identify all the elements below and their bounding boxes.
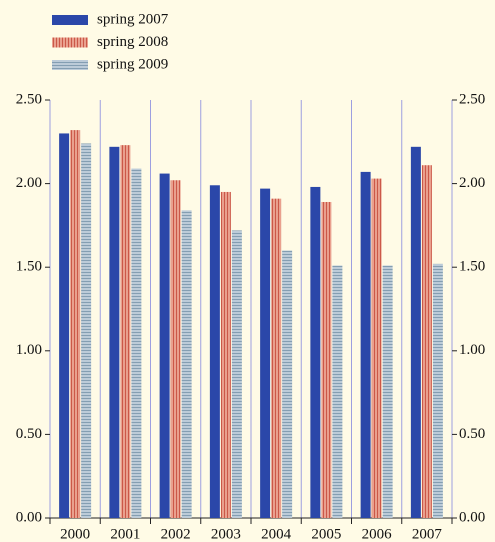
- x-tick-label: 2002: [161, 526, 191, 542]
- x-tick-label: 2007: [412, 526, 443, 542]
- bar: [410, 146, 421, 519]
- bar: [421, 165, 432, 518]
- bar: [321, 201, 332, 518]
- y-tick-label: 2.00: [16, 175, 42, 191]
- bar: [282, 250, 293, 519]
- bar: [432, 263, 443, 518]
- bar: [382, 265, 393, 518]
- y2-tick-label: 2.00: [459, 175, 485, 191]
- bar: [181, 210, 192, 519]
- bar: [220, 191, 231, 518]
- y-tick-label: 0.50: [16, 426, 42, 442]
- bar: [81, 143, 92, 519]
- y2-tick-label: 0.00: [459, 509, 485, 525]
- bar: [332, 265, 343, 518]
- bar: [360, 171, 371, 518]
- legend-label: spring 2009: [97, 56, 168, 72]
- bar: [260, 188, 271, 518]
- bar: [310, 186, 321, 518]
- bar: [271, 198, 282, 518]
- x-tick-label: 2003: [211, 526, 241, 542]
- bar: [131, 168, 142, 518]
- bar: [109, 146, 120, 519]
- y2-tick-label: 1.00: [459, 342, 485, 358]
- bar: [70, 130, 81, 518]
- bar: [170, 180, 181, 519]
- legend-swatch: [52, 15, 88, 25]
- y2-tick-label: 0.50: [459, 426, 485, 442]
- legend-swatch: [52, 37, 88, 48]
- y-tick-label: 1.50: [16, 259, 42, 275]
- legend-label: spring 2007: [97, 11, 169, 27]
- y-tick-label: 1.00: [16, 342, 42, 358]
- bar: [59, 133, 70, 518]
- y-tick-label: 2.50: [16, 91, 42, 107]
- x-tick-label: 2005: [311, 526, 341, 542]
- y-tick-label: 0.00: [16, 509, 42, 525]
- y2-tick-label: 1.50: [459, 259, 485, 275]
- bar: [209, 185, 220, 518]
- bar: [371, 178, 382, 519]
- legend-label: spring 2008: [97, 34, 168, 50]
- bar: [231, 230, 242, 518]
- x-tick-label: 2000: [60, 526, 90, 542]
- x-tick-label: 2006: [362, 526, 393, 542]
- x-tick-label: 2004: [261, 526, 292, 542]
- legend-swatch: [52, 60, 88, 70]
- bar: [159, 173, 170, 518]
- y2-tick-label: 2.50: [459, 91, 485, 107]
- bar: [120, 145, 131, 519]
- x-tick-label: 2001: [110, 526, 140, 542]
